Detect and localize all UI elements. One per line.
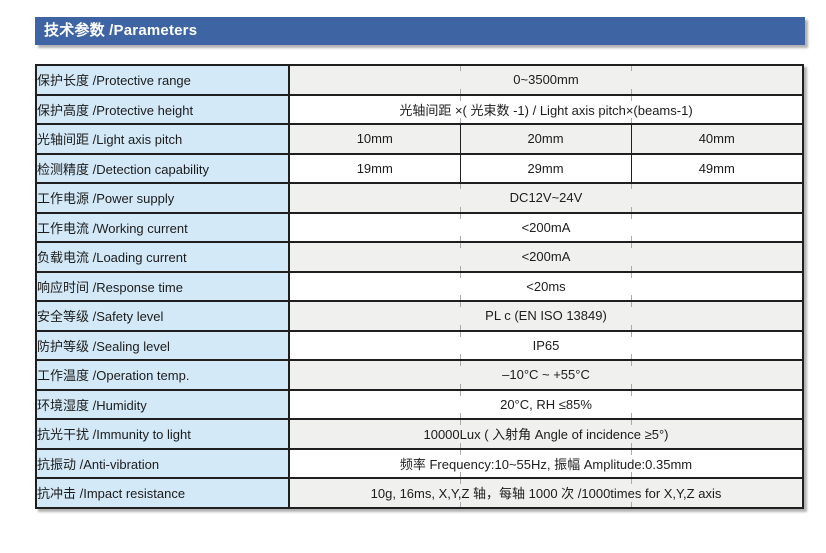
- row-label: 安全等级 /Safety level: [36, 300, 290, 332]
- table-row: 光轴间距 /Light axis pitch 10mm 20mm 40mm: [36, 123, 803, 155]
- row-value: 10mm: [289, 123, 461, 155]
- table-row: 检测精度 /Detection capability 19mm 29mm 49mm: [36, 152, 803, 184]
- table-row: 负载电流 /Loading current <200mA: [36, 241, 803, 273]
- row-label: 响应时间 /Response time: [36, 270, 290, 302]
- row-label: 防护等级 /Sealing level: [36, 329, 290, 361]
- row-label: 抗振动 /Anti-vibration: [36, 447, 290, 479]
- row-label: 检测精度 /Detection capability: [36, 152, 290, 184]
- row-value: 频率 Frequency:10~55Hz, 振幅 Amplitude:0.35m…: [289, 447, 803, 479]
- row-value: <200mA: [289, 211, 803, 243]
- row-value: 49mm: [631, 152, 803, 184]
- table-row: 保护高度 /Protective height 光轴间距 ×( 光束数 -1) /…: [36, 93, 803, 125]
- table-row: 安全等级 /Safety level PL c (EN ISO 13849): [36, 300, 803, 332]
- row-value: 0~3500mm: [289, 64, 803, 96]
- row-value: 光轴间距 ×( 光束数 -1) / Light axis pitch×(beam…: [289, 93, 803, 125]
- table-row: 保护长度 /Protective range 0~3500mm: [36, 64, 803, 96]
- row-value: –10°C ~ +55°C: [289, 359, 803, 391]
- section-title: 技术参数 /Parameters: [44, 22, 198, 39]
- row-value: 19mm: [289, 152, 461, 184]
- row-label: 保护高度 /Protective height: [36, 93, 290, 125]
- table-row: 抗光干扰 /Immunity to light 10000Lux ( 入射角 An…: [36, 418, 803, 450]
- row-label: 环境湿度 /Humidity: [36, 388, 290, 420]
- table-row: 抗振动 /Anti-vibration 频率 Frequency:10~55Hz,…: [36, 447, 803, 479]
- row-value: IP65: [289, 329, 803, 361]
- table-row: 环境湿度 /Humidity 20°C, RH ≤85%: [36, 388, 803, 420]
- row-value: <20ms: [289, 270, 803, 302]
- row-value: <200mA: [289, 241, 803, 273]
- row-label: 抗光干扰 /Immunity to light: [36, 418, 290, 450]
- row-label: 负载电流 /Loading current: [36, 241, 290, 273]
- row-value: DC12V~24V: [289, 182, 803, 214]
- table-row: 抗冲击 /Impact resistance 10g, 16ms, X,Y,Z 轴…: [36, 477, 803, 509]
- table-row: 工作温度 /Operation temp. –10°C ~ +55°C: [36, 359, 803, 391]
- parameters-table-container: 保护长度 /Protective range 0~3500mm 保护高度 /Prot…: [35, 64, 804, 509]
- section-header: 技术参数 /Parameters: [35, 17, 805, 45]
- row-label: 工作温度 /Operation temp.: [36, 359, 290, 391]
- parameters-table-body: 保护长度 /Protective range 0~3500mm 保护高度 /Prot…: [36, 64, 803, 509]
- parameters-table: 保护长度 /Protective range 0~3500mm 保护高度 /Prot…: [35, 64, 804, 509]
- row-value: 40mm: [631, 123, 803, 155]
- row-value: 10g, 16ms, X,Y,Z 轴，每轴 1000 次 /1000times …: [289, 477, 803, 509]
- table-row: 工作电流 /Working current <200mA: [36, 211, 803, 243]
- table-row: 工作电源 /Power supply DC12V~24V: [36, 182, 803, 214]
- row-label: 保护长度 /Protective range: [36, 64, 290, 96]
- row-label: 工作电流 /Working current: [36, 211, 290, 243]
- row-value: 29mm: [460, 152, 632, 184]
- row-value: 20mm: [460, 123, 632, 155]
- table-row: 防护等级 /Sealing level IP65: [36, 329, 803, 361]
- row-label: 光轴间距 /Light axis pitch: [36, 123, 290, 155]
- row-label: 抗冲击 /Impact resistance: [36, 477, 290, 509]
- row-value: 10000Lux ( 入射角 Angle of incidence ≥5°): [289, 418, 803, 450]
- row-label: 工作电源 /Power supply: [36, 182, 290, 214]
- row-value: PL c (EN ISO 13849): [289, 300, 803, 332]
- row-value: 20°C, RH ≤85%: [289, 388, 803, 420]
- table-row: 响应时间 /Response time <20ms: [36, 270, 803, 302]
